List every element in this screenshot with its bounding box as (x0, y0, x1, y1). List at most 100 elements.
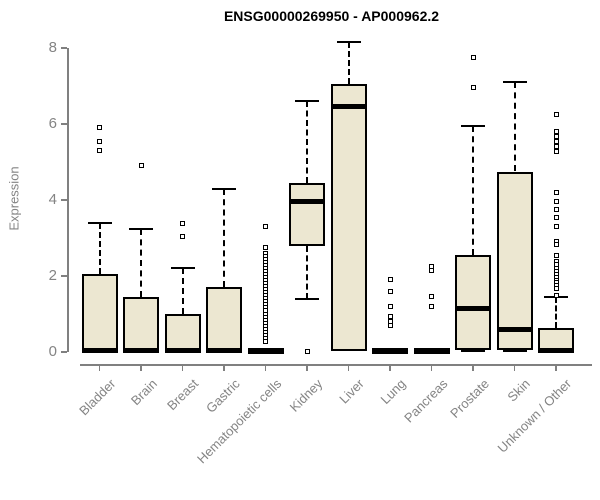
y-tick (61, 47, 67, 49)
outlier-point (553, 285, 559, 291)
box-breast (164, 314, 201, 352)
outlier-point (180, 233, 185, 239)
outlier-point (553, 129, 559, 135)
median-line (247, 348, 284, 354)
upper-whisker (181, 268, 184, 314)
upper-whisker (98, 222, 101, 275)
x-tick (306, 364, 308, 371)
outlier-point (553, 224, 559, 230)
x-tick (513, 364, 516, 371)
outlier-point (553, 199, 559, 205)
median-line (372, 348, 408, 354)
box-bladder (81, 274, 118, 352)
upper-whisker-cap (461, 124, 485, 127)
y-tick-label: 0 (48, 343, 57, 360)
lower-whisker-cap (461, 350, 485, 353)
upper-whisker-cap (502, 81, 527, 84)
x-axis-category-label: Breast (163, 376, 202, 414)
box-kidney (289, 182, 325, 247)
outlier-point (263, 245, 268, 250)
upper-whisker-cap (170, 267, 195, 270)
box-skin (496, 171, 533, 351)
upper-whisker-cap (336, 41, 361, 44)
median-line (496, 326, 533, 332)
outlier-point (304, 348, 310, 354)
outlier-point (553, 293, 559, 299)
upper-whisker (555, 296, 557, 329)
x-axis-category-label: Brain (127, 376, 160, 409)
outlier-point (387, 288, 393, 294)
median-line (289, 199, 325, 205)
lower-whisker-cap (502, 350, 527, 353)
outlier-point (553, 189, 559, 195)
outlier-point (553, 241, 559, 247)
median-line (330, 104, 367, 110)
upper-whisker (347, 42, 350, 85)
y-tick-label: 4 (48, 191, 57, 208)
box-brain (123, 296, 159, 352)
x-axis-category-label: Pancreas (400, 376, 451, 426)
outlier-point (553, 138, 559, 144)
x-tick (140, 364, 142, 371)
median-line (123, 347, 159, 353)
outlier-point (553, 252, 559, 258)
outlier-point (429, 267, 434, 273)
upper-whisker-cap (212, 187, 236, 190)
x-axis-category-label: Skin (504, 376, 534, 405)
x-tick (555, 364, 557, 371)
outlier-point (97, 125, 102, 131)
upper-whisker (223, 188, 225, 288)
upper-whisker-cap (129, 227, 153, 230)
x-axis-category-label: Liver (336, 376, 368, 407)
y-tick-label: 2 (48, 267, 57, 284)
lower-whisker-cap (295, 297, 319, 300)
x-tick (264, 364, 267, 371)
outlier-point (470, 55, 476, 60)
x-tick (430, 364, 433, 371)
outlier-point (553, 148, 559, 154)
median-line (81, 347, 118, 353)
outlier-point (553, 143, 559, 149)
median-line (538, 347, 574, 353)
x-tick (347, 364, 350, 371)
outlier-point (553, 112, 559, 117)
upper-whisker (140, 228, 142, 297)
y-tick (61, 199, 67, 201)
median-line (413, 348, 450, 354)
x-axis (80, 364, 592, 366)
outlier-point (553, 207, 559, 212)
outlier-point (138, 163, 144, 169)
upper-whisker-cap (295, 100, 319, 103)
upper-whisker-cap (87, 221, 112, 224)
outlier-point (180, 221, 185, 227)
x-axis-category-label: Lung (377, 376, 409, 408)
median-line (206, 347, 242, 353)
chart-title: ENSG00000269950 - AP000962.2 (223, 8, 440, 24)
y-tick-label: 8 (48, 39, 57, 56)
y-tick-label: 6 (48, 115, 57, 132)
upper-whisker (472, 125, 474, 256)
box-liver (330, 84, 367, 351)
x-tick (472, 364, 474, 371)
x-tick (389, 364, 391, 371)
x-tick (181, 364, 184, 371)
outlier-point (387, 322, 393, 328)
outlier-point (387, 314, 393, 320)
outlier-point (263, 224, 268, 230)
outlier-point (97, 148, 102, 154)
outlier-point (387, 276, 393, 282)
outlier-point (263, 338, 268, 344)
outlier-point (553, 214, 559, 220)
outlier-point (470, 85, 476, 91)
outlier-point (97, 138, 102, 144)
y-tick (61, 275, 67, 277)
upper-whisker (513, 82, 516, 172)
x-axis-category-label: Bladder (75, 376, 119, 419)
upper-whisker (306, 101, 308, 183)
median-line (164, 347, 201, 353)
lower-whisker (306, 246, 308, 299)
y-tick (61, 123, 67, 125)
outlier-point (553, 134, 559, 140)
x-axis-category-label: Unknown / Other (495, 376, 575, 456)
